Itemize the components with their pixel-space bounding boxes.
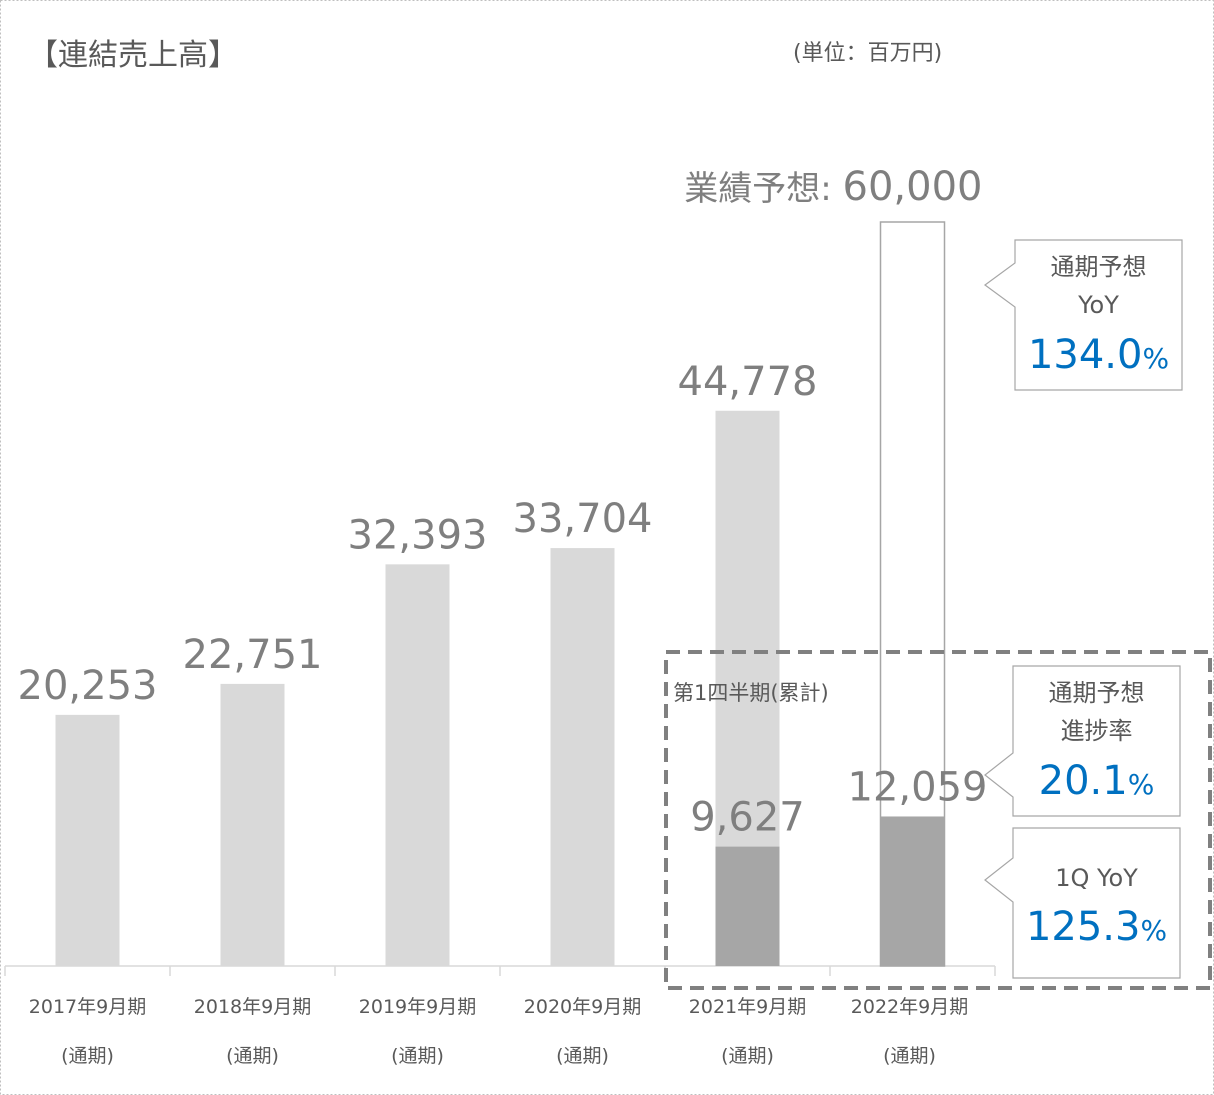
forecast-value: 60,000	[843, 164, 983, 210]
x-tick-sublabel: (通期)	[721, 1045, 774, 1067]
callout-unit: %	[1140, 914, 1167, 947]
value-label: 32,393	[348, 512, 488, 558]
forecast-label: 業績予想: 60,000	[684, 164, 982, 210]
callout-value: 20.1%	[1039, 758, 1155, 804]
x-tick-label: 2019年9月期	[359, 996, 476, 1018]
bar	[220, 683, 285, 966]
callout-unit: %	[1142, 342, 1169, 375]
x-tick-label: 2017年9月期	[29, 996, 146, 1018]
x-tick-sublabel: (通期)	[226, 1045, 279, 1067]
forecast-text: 業績予想:	[684, 169, 842, 209]
callout-text: 通期予想	[1051, 253, 1147, 281]
x-tick-sublabel: (通期)	[883, 1045, 936, 1067]
value-label: 22,751	[183, 632, 323, 678]
x-tick-sublabel: (通期)	[391, 1045, 444, 1067]
value-label: 12,059	[848, 764, 988, 810]
plot: 2017年9月期 (通期) 2018年9月期 (通期) 2019年9月期 (通期) 2020…	[18, 164, 988, 1067]
callout-text: 進捗率	[1061, 717, 1133, 745]
callout-text: YoY	[1077, 291, 1119, 319]
x-tick-label: 2018年9月期	[194, 996, 311, 1018]
callout-text: 1Q YoY	[1055, 864, 1138, 892]
callout-number: 134.0	[1028, 332, 1143, 378]
axis-ticks	[4, 966, 996, 976]
callout-value: 125.3%	[1026, 904, 1167, 950]
callout-number: 20.1	[1039, 758, 1128, 804]
callout-text: 通期予想	[1049, 679, 1145, 707]
bar	[880, 816, 945, 966]
box-label: 第1四半期(累計)	[673, 681, 829, 705]
chart-title: 【連結売上高】	[28, 38, 238, 73]
callout-number: 125.3	[1026, 904, 1141, 950]
value-label: 20,253	[18, 663, 158, 709]
value-label: 9,627	[690, 795, 805, 841]
unit-note: (単位：百万円)	[793, 41, 942, 66]
x-tick-label: 2021年9月期	[689, 996, 806, 1018]
callout-box	[983, 239, 1183, 391]
bar	[715, 846, 780, 966]
x-tick-label: 2022年9月期	[851, 996, 968, 1018]
x-tick-label: 2020年9月期	[524, 996, 641, 1018]
x-tick-sublabel: (通期)	[556, 1045, 609, 1067]
bar	[385, 564, 450, 966]
bar	[550, 548, 615, 966]
value-label: 44,778	[678, 359, 818, 405]
callout-box	[984, 665, 1181, 817]
callout-box	[984, 827, 1181, 979]
callout-value: 134.0%	[1028, 332, 1169, 378]
callout-unit: %	[1128, 768, 1155, 801]
q1-box	[664, 650, 1212, 990]
x-tick-sublabel: (通期)	[61, 1045, 114, 1067]
value-label: 33,704	[513, 496, 653, 542]
bar	[55, 714, 120, 966]
